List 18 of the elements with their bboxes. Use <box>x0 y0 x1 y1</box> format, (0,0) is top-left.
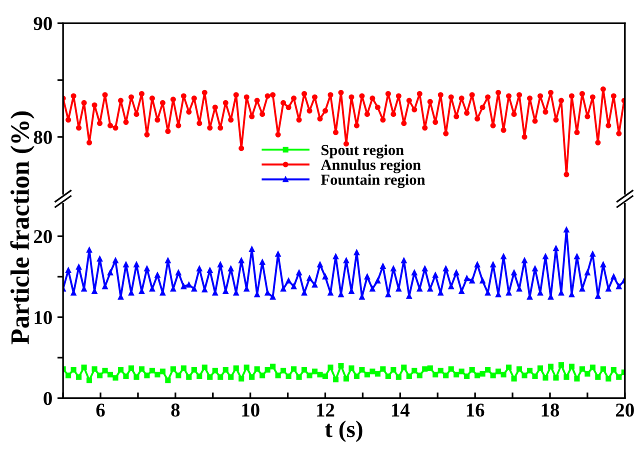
y-tick-label: 90 <box>34 17 52 30</box>
x-tick-label: 16 <box>466 404 484 417</box>
x-tick-label: 14 <box>392 404 410 416</box>
legend-label: Fountain region <box>320 174 426 188</box>
x-tick-label: 12 <box>317 404 334 416</box>
x-axis-title: t (s) <box>325 420 362 442</box>
x-tick-label: 10 <box>242 404 260 417</box>
y-tick-label: 80 <box>34 130 52 144</box>
legend-label: Annulus region <box>320 159 421 174</box>
x-tick-label: 18 <box>542 404 560 417</box>
legend-label: Spout region <box>322 144 404 158</box>
x-tick-label: 8 <box>171 404 180 417</box>
x-tick-label: 20 <box>616 404 634 417</box>
x-tick-label: 6 <box>96 404 105 417</box>
y-tick-label: 20 <box>34 230 52 244</box>
y-tick-label: 0 <box>44 392 52 406</box>
y-axis-title: Particle fraction (%) <box>10 111 34 344</box>
y-tick-label: 10 <box>34 310 52 324</box>
